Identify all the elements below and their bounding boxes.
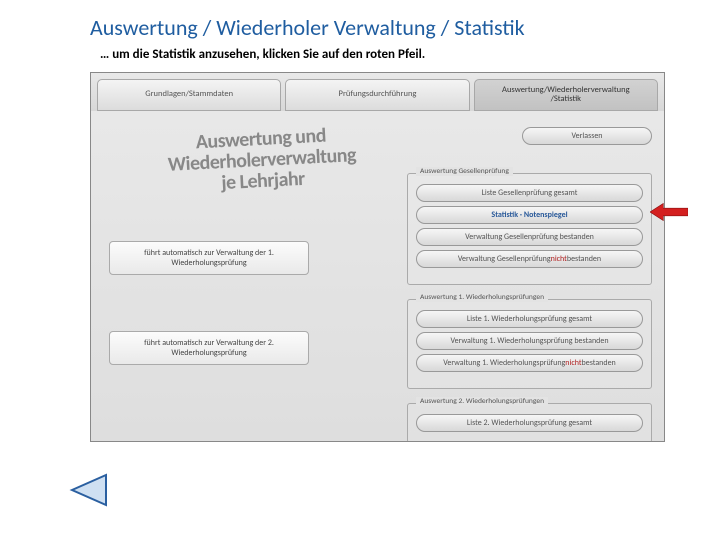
red-arrow-callout — [650, 201, 688, 223]
group-wiederholung2: Auswertung 2. Wiederholungsprüfungen Lis… — [407, 403, 652, 442]
tab-pruefung[interactable]: Prüfungsdurchführung — [285, 79, 469, 111]
group1-legend: Auswertung Gesellenprüfung — [416, 167, 513, 176]
g1b4-post: bestanden — [567, 254, 601, 264]
tab-auswertung[interactable]: Auswertung/Wiederholerverwaltung /Statis… — [474, 79, 658, 111]
section-heading: Auswertung und Wiederholerverwaltung je … — [106, 121, 419, 200]
info-box-1: führt automatisch zur Verwaltung der 1. … — [109, 241, 309, 275]
g1b4-neg: nicht — [551, 254, 567, 264]
btn-liste-wh1[interactable]: Liste 1. Wiederholungsprüfung gesamt — [416, 310, 643, 328]
group-gesellenpruefung: Auswertung Gesellenprüfung Liste Geselle… — [407, 173, 652, 285]
heading-line2: je Lehrjahr — [221, 167, 306, 195]
btn-liste-wh2[interactable]: Liste 2. Wiederholungsprüfung gesamt — [416, 414, 643, 432]
btn-wh1-bestanden[interactable]: Verwaltung 1. Wiederholungsprüfung besta… — [416, 332, 643, 350]
tab-bar: Grundlagen/Stammdaten Prüfungsdurchführu… — [91, 73, 664, 111]
btn-verwaltung-bestanden[interactable]: Verwaltung Gesellenprüfung bestanden — [416, 228, 643, 246]
btn-wh1-nicht-bestanden[interactable]: Verwaltung 1. Wiederholungsprüfung nicht… — [416, 354, 643, 372]
content-area: Auswertung und Wiederholerverwaltung je … — [91, 111, 664, 441]
page-subtitle: … um die Statistik anzusehen, klicken Si… — [90, 47, 680, 62]
btn-liste-gesellen[interactable]: Liste Gesellenprüfung gesamt — [416, 184, 643, 202]
group-wiederholung1: Auswertung 1. Wiederholungsprüfungen Lis… — [407, 299, 652, 389]
g2b3-neg: nicht — [565, 358, 581, 368]
group3-legend: Auswertung 2. Wiederholungsprüfungen — [416, 397, 548, 406]
btn-statistik-notenspiegel[interactable]: Statistik · Notenspiegel — [416, 206, 643, 224]
btn-verwaltung-nicht-bestanden[interactable]: Verwaltung Gesellenprüfung nicht bestand… — [416, 250, 643, 268]
g1b4-pre: Verwaltung Gesellenprüfung — [458, 254, 551, 264]
g2b3-post: bestanden — [582, 358, 616, 368]
verlassen-button[interactable]: Verlassen — [522, 127, 652, 145]
page-title: Auswertung / Wiederholer Verwaltung / St… — [90, 14, 680, 41]
back-nav-button[interactable] — [68, 472, 110, 508]
group2-legend: Auswertung 1. Wiederholungsprüfungen — [416, 293, 548, 302]
g2b3-pre: Verwaltung 1. Wiederholungsprüfung — [443, 358, 565, 368]
app-window: Grundlagen/Stammdaten Prüfungsdurchführu… — [90, 72, 665, 442]
info-box-2: führt automatisch zur Verwaltung der 2. … — [109, 331, 309, 365]
tab-grundlagen[interactable]: Grundlagen/Stammdaten — [97, 79, 281, 111]
